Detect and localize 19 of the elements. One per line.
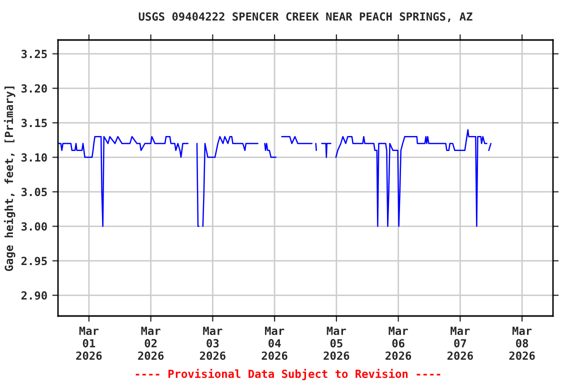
x-tick-label: Mar 05 2026 bbox=[324, 326, 350, 360]
y-tick-label: 2.95 bbox=[21, 256, 47, 266]
y-tick-label: 3.20 bbox=[22, 84, 47, 93]
y-tick-label: 2.90 bbox=[21, 291, 47, 300]
y-axis-title: Gage height, feet, [Primary] bbox=[4, 86, 16, 272]
y-tick-label: 3.05 bbox=[22, 188, 47, 196]
x-tick-label: Mar 04 2026 bbox=[262, 326, 288, 360]
x-tick-label: Mar 02 2026 bbox=[138, 326, 164, 360]
chart-title: USGS 09404222 SPENCER CREEK NEAR PEACH SPRINGS, AZ bbox=[138, 12, 472, 22]
x-tick-label: Mar 06 2026 bbox=[386, 326, 412, 360]
y-tick-label: 3.25 bbox=[22, 50, 47, 58]
x-tick-label: Mar 03 2026 bbox=[200, 326, 226, 360]
x-tick-label: Mar 07 2026 bbox=[447, 326, 473, 360]
x-tick-label: Mar 01 2026 bbox=[76, 326, 102, 360]
y-tick-label: 3.10 bbox=[22, 153, 47, 162]
x-tick-label: Mar 08 2026 bbox=[509, 326, 535, 360]
y-tick-label: 3.15 bbox=[22, 118, 47, 128]
text: ---- Provisional Data Subject to Revision ---- bbox=[136, 368, 440, 380]
y-tick-label: 3.00 bbox=[22, 222, 47, 231]
